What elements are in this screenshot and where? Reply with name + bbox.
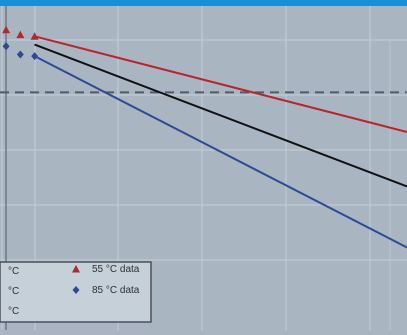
data-point-triangle bbox=[2, 25, 11, 34]
data-point-triangle bbox=[16, 30, 25, 39]
fit-line-series-1 bbox=[34, 43, 407, 188]
fit-line-series-0 bbox=[34, 35, 407, 133]
legend-fragment-label: °C bbox=[8, 306, 19, 317]
data-point-diamond bbox=[2, 42, 10, 51]
legend: °C °C °C 55 °C data 85 °C data bbox=[0, 261, 152, 323]
plot-frame-top bbox=[0, 0, 407, 6]
fit-line-series-2 bbox=[34, 55, 407, 249]
legend-entry-label: 55 °C data bbox=[92, 264, 140, 275]
data-point-diamond bbox=[31, 52, 39, 61]
data-point-triangle bbox=[30, 32, 39, 40]
data-point-diamond bbox=[16, 50, 24, 59]
legend-marker-triangle bbox=[72, 265, 80, 273]
legend-fragment-label: °C bbox=[8, 286, 19, 297]
legend-entry-label: 85 °C data bbox=[92, 285, 140, 296]
legend-fragment-label: °C bbox=[8, 266, 19, 277]
legend-marker-diamond bbox=[72, 286, 80, 294]
series-group bbox=[2, 25, 407, 249]
